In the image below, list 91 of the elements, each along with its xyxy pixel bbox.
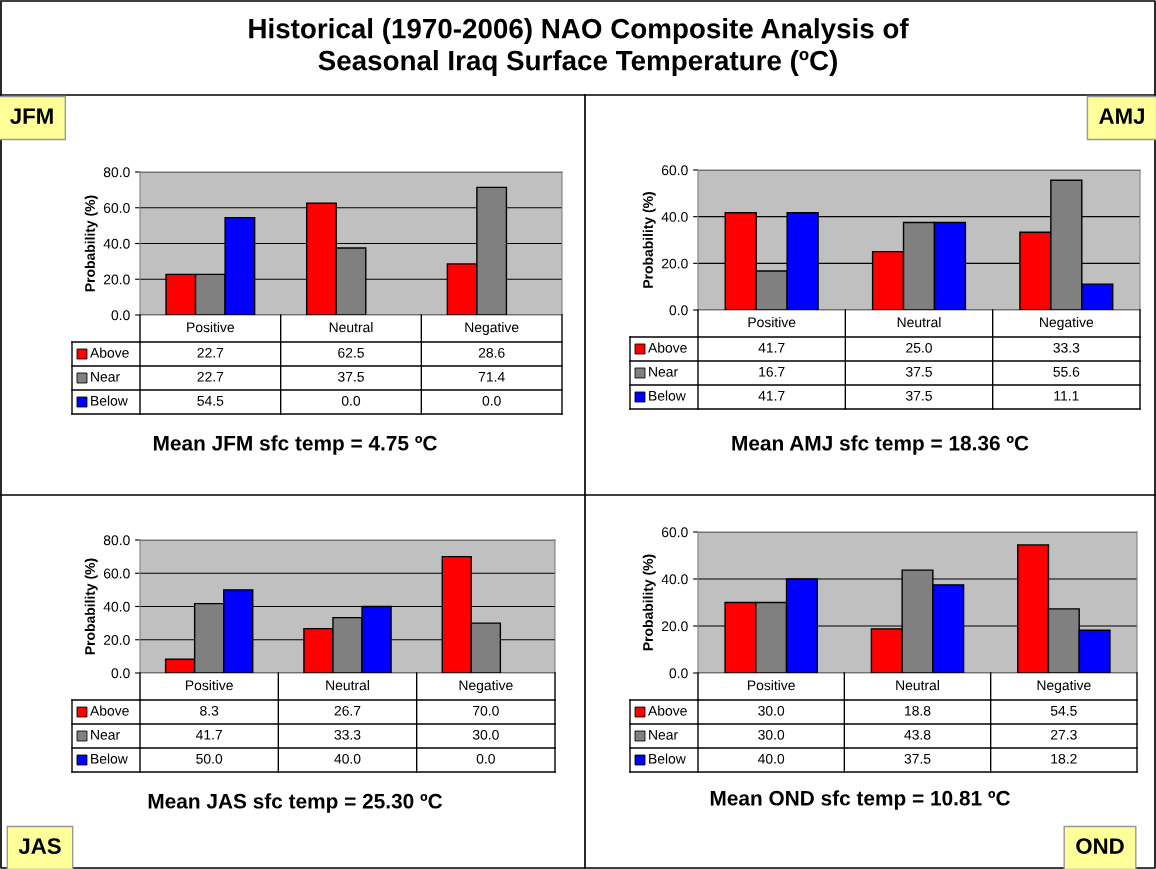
data-label: 30.0	[758, 705, 785, 716]
data-label: 28.6	[478, 347, 505, 358]
data-label: 18.2	[1051, 753, 1077, 764]
x-tick-label: Positive	[185, 680, 233, 691]
data-label: 54.5	[1050, 706, 1077, 716]
x-tick-label: Positive	[747, 680, 795, 691]
y-tick-label: 40.0	[103, 238, 130, 249]
data-label: 27.3	[1051, 729, 1077, 740]
data-label: 41.7	[195, 730, 222, 740]
data-label: 22.7	[197, 371, 224, 382]
legend-label: Above	[648, 705, 687, 716]
y-tick-label: 40.0	[103, 601, 130, 612]
data-label: 25.0	[906, 342, 932, 353]
text: OND	[1076, 838, 1124, 854]
text: JAS	[18, 838, 61, 854]
y-axis-title: Probability (%)	[84, 558, 98, 655]
y-tick-label: 0.0	[111, 668, 130, 679]
text: Mean JFM sfc temp = 4.75 ºC	[153, 435, 437, 455]
y-tick-label: 20.0	[661, 621, 688, 632]
x-tick-label: Neutral	[329, 322, 373, 333]
legend-label: Above	[90, 347, 129, 358]
data-label: 30.0	[472, 729, 499, 740]
y-tick-label: 60.0	[103, 203, 130, 213]
text: Mean OND sfc temp = 10.81 ºC	[710, 790, 1010, 810]
data-label: 37.5	[906, 366, 932, 377]
data-label: 37.5	[338, 371, 364, 382]
y-tick-label: 0.0	[669, 305, 688, 316]
y-tick-label: 0.0	[111, 310, 130, 321]
y-tick-label: 20.0	[103, 635, 130, 645]
data-label: 11.1	[1054, 391, 1079, 401]
data-label: 40.0	[757, 753, 785, 764]
legend-label: Above	[648, 342, 687, 353]
data-label: 37.5	[906, 390, 932, 401]
data-label: 18.8	[905, 705, 931, 716]
x-tick-label: Neutral	[896, 680, 939, 691]
x-tick-label: Positive	[748, 317, 796, 328]
data-label: 0.0	[341, 395, 361, 406]
data-label: 41.7	[758, 343, 785, 353]
data-label: 22.7	[197, 347, 224, 358]
legend-label: Near	[649, 730, 678, 740]
y-tick-label: 0.0	[669, 668, 688, 679]
data-label: 71.4	[478, 372, 505, 382]
legend-label: Below	[649, 390, 686, 401]
data-label: 26.7	[334, 705, 361, 716]
y-tick-label: 80.0	[103, 535, 130, 546]
y-axis-title: Probability (%)	[642, 554, 656, 651]
x-tick-label: Negative	[1037, 680, 1091, 693]
x-tick-label: Neutral	[326, 680, 369, 691]
y-tick-label: 80.0	[103, 167, 130, 178]
chart-subtitle: AMJ	[1099, 108, 1144, 124]
data-label: 0.0	[476, 753, 495, 764]
data-label: 50.0	[196, 753, 223, 764]
chart-subtitle: JFM	[10, 108, 53, 124]
legend-label: Below	[91, 395, 128, 406]
x-tick-label: Positive	[187, 322, 235, 333]
data-label: 16.7	[759, 366, 785, 377]
legend-label: Below	[91, 753, 128, 764]
data-label: 8.3	[200, 705, 219, 716]
legend-label: Below	[649, 753, 686, 764]
legend-label: Near	[91, 372, 120, 382]
y-tick-label: 60.0	[661, 527, 688, 538]
y-tick-label: 60.0	[661, 165, 688, 176]
data-label: 33.3	[1053, 342, 1080, 353]
data-label: 70.0	[473, 705, 499, 716]
data-label: 54.5	[197, 396, 224, 406]
data-label: 0.0	[482, 395, 501, 406]
x-tick-label: Negative	[459, 680, 513, 693]
y-tick-label: 20.0	[661, 258, 688, 269]
data-label: 30.0	[758, 729, 785, 740]
data-label: 41.7	[758, 391, 785, 401]
y-tick-label: 40.0	[661, 212, 688, 222]
x-tick-label: Negative	[465, 322, 519, 335]
y-axis-title: Probability (%)	[84, 195, 98, 292]
chart-title: Historical (1970-2006) NAO Composite Analysis of Seasonal Iraq Surface Temperature (ºC)	[249, 18, 909, 76]
text: Mean JAS sfc temp = 25.30 ºC	[148, 793, 443, 813]
legend-label: Above	[90, 705, 129, 716]
data-label: 55.6	[1053, 366, 1080, 377]
x-tick-label: Negative	[1040, 317, 1094, 330]
y-tick-label: 40.0	[661, 574, 688, 585]
text: Mean AMJ sfc temp = 18.36 ºC	[732, 435, 1029, 455]
y-tick-label: 60.0	[103, 568, 130, 579]
data-label: 62.5	[338, 347, 364, 358]
legend-label: Near	[91, 730, 120, 740]
y-tick-label: 20.0	[103, 274, 130, 285]
y-axis-title: Probability (%)	[642, 192, 656, 288]
data-label: 43.8	[904, 729, 931, 740]
data-label: 37.5	[904, 753, 931, 764]
data-label: 33.3	[334, 729, 361, 740]
data-label: 40.0	[334, 753, 361, 764]
x-tick-label: Neutral	[897, 317, 941, 328]
legend-label: Near	[649, 367, 678, 377]
